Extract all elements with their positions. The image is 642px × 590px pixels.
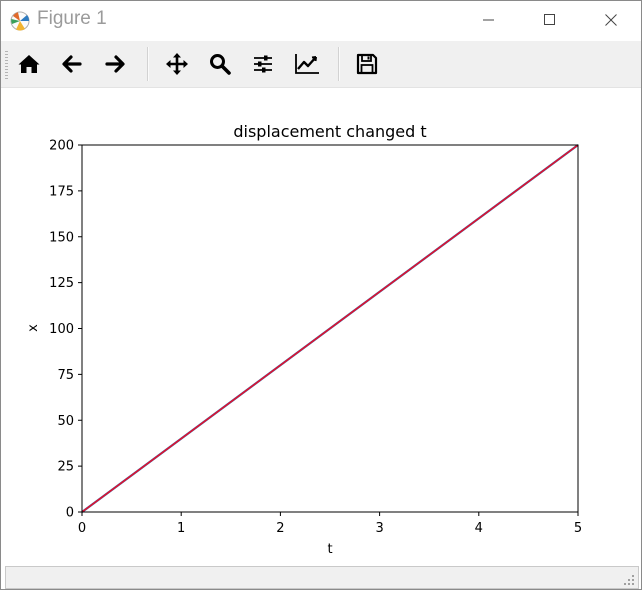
x-tick-label: 1 [177, 521, 185, 536]
y-tick-label: 200 [49, 139, 74, 154]
maximize-icon [544, 14, 555, 25]
title-bar: Figure 1 [1, 1, 641, 40]
home-icon [18, 55, 40, 73]
plot-area[interactable]: displacement changed t 02550751001251501… [1, 88, 641, 562]
edit-axis-button[interactable] [289, 47, 323, 81]
minimize-icon [483, 19, 494, 21]
minimize-button[interactable] [466, 1, 512, 40]
resize-grip-icon[interactable] [623, 574, 635, 586]
sliders-icon [254, 55, 272, 73]
y-tick-label: 175 [49, 184, 74, 199]
zoom-button[interactable] [203, 47, 237, 81]
save-button[interactable] [350, 47, 384, 81]
window-title: Figure 1 [37, 8, 107, 29]
x-axis-label: t [327, 542, 332, 557]
matplotlib-icon [10, 11, 30, 31]
y-tick-label: 50 [57, 414, 74, 429]
navigation-toolbar [1, 41, 641, 88]
y-tick-label: 150 [49, 230, 74, 245]
magnifier-icon [210, 54, 231, 75]
y-tick-label: 75 [57, 368, 74, 383]
status-bar [5, 566, 639, 589]
axes-frame [81, 144, 579, 513]
close-icon [605, 14, 617, 26]
y-tick-label: 100 [49, 322, 74, 337]
y-axis-label: x [26, 324, 41, 332]
floppy-disk-icon [356, 53, 378, 75]
maximize-button[interactable] [527, 1, 573, 40]
arrow-left-icon [62, 55, 82, 73]
back-button[interactable] [55, 47, 89, 81]
close-button[interactable] [588, 1, 634, 40]
home-button[interactable] [12, 47, 46, 81]
figure-canvas[interactable]: displacement changed t 0 25 50 75 100 125 150 1… [1, 88, 641, 562]
arrow-right-icon [105, 55, 125, 73]
toolbar-grip[interactable] [5, 51, 8, 79]
move-icon [166, 53, 188, 75]
x-tick-label: 3 [375, 521, 383, 536]
configure-subplots-button[interactable] [246, 47, 280, 81]
y-tick-label: 125 [49, 276, 74, 291]
chart-title: displacement changed t [233, 122, 426, 141]
x-tick-label: 5 [574, 521, 582, 536]
y-tick-label: 0 [66, 506, 74, 521]
toolbar-separator [338, 47, 340, 81]
series-line-2 [81, 144, 579, 513]
x-tick-label: 0 [78, 521, 86, 536]
x-tick-label: 2 [276, 521, 284, 536]
line-chart-icon [295, 54, 319, 74]
forward-button[interactable] [98, 47, 132, 81]
toolbar-separator [147, 47, 149, 81]
x-tick-label: 4 [475, 521, 483, 536]
pan-button[interactable] [160, 47, 194, 81]
y-tick-label: 25 [57, 460, 74, 475]
